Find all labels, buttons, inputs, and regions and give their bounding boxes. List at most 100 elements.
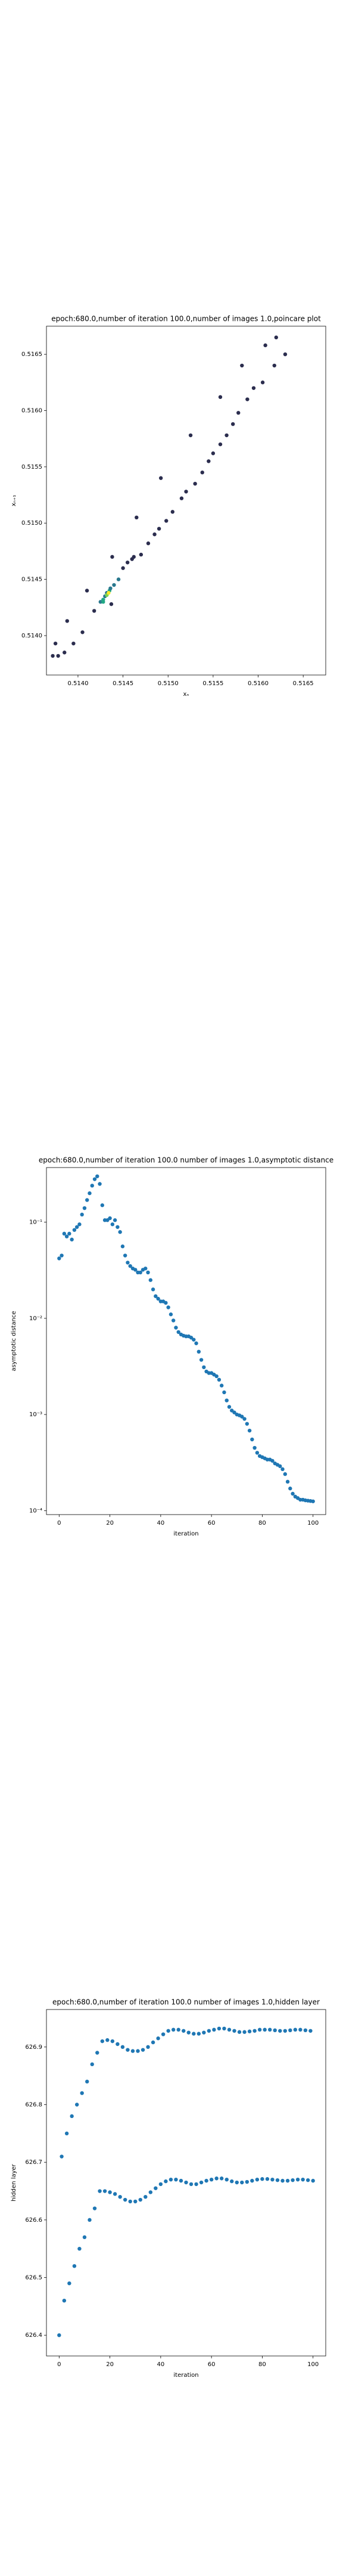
- x-axis-label: iteration: [173, 2372, 198, 2379]
- point: [60, 2154, 64, 2159]
- point: [214, 2176, 219, 2181]
- point: [252, 1445, 257, 1450]
- point: [70, 1237, 74, 1241]
- point: [280, 1467, 285, 1472]
- point: [63, 651, 67, 655]
- chart-title: epoch:680.0,number of iteration 100.0,nu…: [51, 315, 321, 323]
- point: [278, 2029, 282, 2033]
- x-tick-label: 60: [208, 1520, 216, 1527]
- point: [288, 1487, 292, 1491]
- point: [71, 641, 76, 646]
- point: [189, 2182, 194, 2187]
- point: [207, 2029, 211, 2033]
- point: [247, 2029, 252, 2033]
- point: [126, 2048, 130, 2052]
- point: [170, 510, 175, 514]
- y-axis-label: hidden layer: [11, 2163, 17, 2201]
- x-tick-label: 40: [157, 2361, 164, 2368]
- point: [110, 2039, 115, 2044]
- x-tick-label: 0.5160: [248, 680, 269, 687]
- axes-frame: [46, 1167, 326, 1515]
- point: [194, 2182, 198, 2187]
- point: [92, 609, 96, 613]
- point: [194, 1341, 198, 1345]
- point: [60, 1253, 64, 1258]
- point: [270, 1459, 275, 1463]
- point: [202, 2030, 206, 2035]
- point: [80, 2091, 84, 2095]
- point: [224, 1398, 229, 1402]
- y-tick-label: 10⁻³: [29, 1411, 42, 1418]
- point: [240, 363, 244, 368]
- point: [80, 1212, 84, 1217]
- point: [158, 476, 163, 480]
- x-axis-label: iteration: [173, 1531, 198, 1537]
- point: [219, 2176, 224, 2181]
- x-tick-label: 40: [157, 1520, 164, 1527]
- point: [255, 2177, 260, 2182]
- point: [247, 1428, 252, 1433]
- point: [77, 2246, 82, 2251]
- point: [85, 589, 89, 593]
- point: [80, 630, 85, 634]
- x-tick-label: 80: [258, 1520, 266, 1527]
- point: [227, 2027, 232, 2032]
- point: [218, 442, 223, 447]
- point: [164, 2179, 168, 2184]
- point: [133, 1268, 138, 1272]
- point: [219, 1383, 224, 1388]
- point: [222, 1390, 226, 1395]
- point: [90, 1184, 94, 1188]
- point: [265, 2177, 270, 2181]
- point: [156, 2036, 160, 2041]
- point: [123, 1253, 127, 1258]
- point: [101, 600, 105, 604]
- point: [245, 1422, 250, 1426]
- axes-frame: [46, 326, 326, 676]
- point: [139, 552, 144, 557]
- point: [188, 433, 193, 438]
- x-tick-label: 0.5140: [67, 680, 88, 687]
- point: [230, 422, 235, 426]
- point: [207, 459, 211, 463]
- point: [138, 2197, 142, 2202]
- point: [192, 2032, 196, 2036]
- point: [166, 2029, 170, 2033]
- point: [200, 470, 204, 475]
- point: [212, 2027, 216, 2032]
- point: [62, 1231, 67, 1236]
- x-tick-label: 100: [307, 2361, 319, 2368]
- point: [100, 1203, 104, 1208]
- y-tick-label: 10⁻¹: [29, 1219, 42, 1226]
- point: [268, 2027, 272, 2032]
- point: [245, 2179, 250, 2184]
- point: [237, 2030, 242, 2034]
- y-tick-label: 10⁻²: [29, 1315, 42, 1322]
- y-tick-label: 626.9: [25, 2044, 42, 2051]
- point: [102, 2189, 107, 2193]
- point: [260, 2177, 264, 2181]
- point: [138, 1270, 142, 1275]
- point: [116, 1225, 120, 1229]
- point: [217, 1377, 222, 1382]
- point: [95, 2051, 99, 2055]
- point: [301, 2177, 305, 2182]
- point: [148, 1278, 153, 1282]
- y-tick-label: 626.8: [25, 2102, 42, 2109]
- x-tick-label: 0.5150: [158, 680, 179, 687]
- point: [186, 2030, 191, 2035]
- point: [235, 2180, 239, 2185]
- point: [169, 1312, 173, 1317]
- point: [232, 1410, 236, 1414]
- point: [245, 397, 250, 401]
- point: [291, 1491, 295, 1496]
- point: [176, 1330, 180, 1335]
- x-tick-label: 100: [307, 1520, 319, 1527]
- y-tick-label: 10⁻⁴: [29, 1507, 42, 1514]
- point: [108, 2190, 112, 2194]
- point: [199, 1358, 204, 1362]
- point: [64, 2131, 69, 2136]
- point: [154, 2186, 158, 2190]
- x-tick-label: 80: [258, 2361, 266, 2368]
- point: [72, 2264, 77, 2268]
